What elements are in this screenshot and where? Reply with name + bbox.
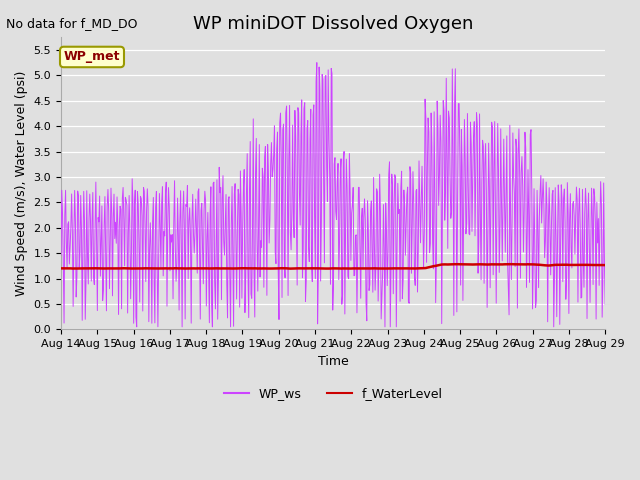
Legend: WP_ws, f_WaterLevel: WP_ws, f_WaterLevel	[219, 382, 447, 405]
Text: WP_met: WP_met	[64, 50, 120, 63]
Y-axis label: Wind Speed (m/s), Water Level (psi): Wind Speed (m/s), Water Level (psi)	[15, 71, 28, 296]
X-axis label: Time: Time	[317, 355, 349, 368]
Text: No data for f_MD_DO: No data for f_MD_DO	[6, 17, 138, 30]
Title: WP miniDOT Dissolved Oxygen: WP miniDOT Dissolved Oxygen	[193, 15, 474, 33]
